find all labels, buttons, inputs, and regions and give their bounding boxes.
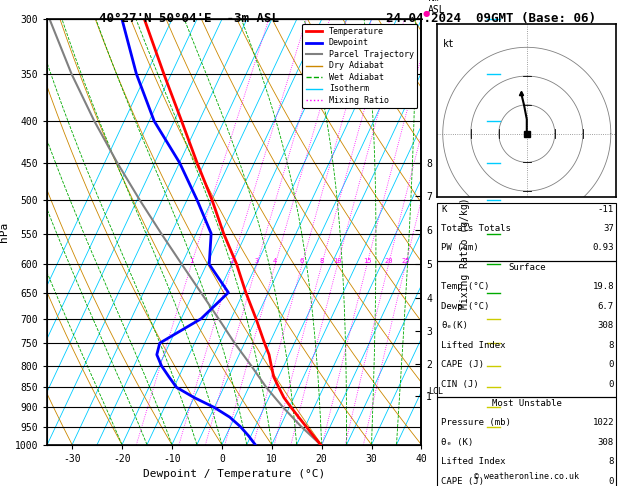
Text: Surface: Surface: [508, 263, 545, 272]
Text: 10: 10: [333, 258, 342, 264]
Text: 19.8: 19.8: [593, 282, 614, 292]
Text: CAPE (J): CAPE (J): [441, 360, 484, 369]
Text: 20: 20: [384, 258, 393, 264]
Text: Pressure (mb): Pressure (mb): [441, 418, 511, 428]
Text: 0.93: 0.93: [593, 243, 614, 253]
Text: -11: -11: [598, 205, 614, 214]
Text: km
ASL: km ASL: [428, 0, 445, 15]
Text: 8: 8: [608, 341, 614, 350]
Text: Mixing Ratio (g/kg): Mixing Ratio (g/kg): [460, 197, 470, 309]
Text: 308: 308: [598, 438, 614, 447]
Text: kt: kt: [443, 39, 455, 49]
Text: Most Unstable: Most Unstable: [492, 399, 562, 408]
Text: 1022: 1022: [593, 418, 614, 428]
Text: 8: 8: [608, 457, 614, 467]
Text: Lifted Index: Lifted Index: [441, 457, 506, 467]
Text: © weatheronline.co.uk: © weatheronline.co.uk: [474, 472, 579, 481]
Text: 40°27'N 50°04'E  -3m ASL: 40°27'N 50°04'E -3m ASL: [99, 12, 279, 25]
Text: 6.7: 6.7: [598, 302, 614, 311]
Text: 15: 15: [363, 258, 371, 264]
Text: CIN (J): CIN (J): [441, 380, 479, 389]
Text: ●: ●: [423, 9, 430, 18]
Text: 2: 2: [230, 258, 234, 264]
Text: 1: 1: [189, 258, 194, 264]
Text: θₑ (K): θₑ (K): [441, 438, 473, 447]
Text: CAPE (J): CAPE (J): [441, 477, 484, 486]
Text: θₑ(K): θₑ(K): [441, 321, 468, 330]
Text: Dewp (°C): Dewp (°C): [441, 302, 489, 311]
Text: Temp (°C): Temp (°C): [441, 282, 489, 292]
Text: 0: 0: [608, 360, 614, 369]
Text: 308: 308: [598, 321, 614, 330]
Legend: Temperature, Dewpoint, Parcel Trajectory, Dry Adiabat, Wet Adiabat, Isotherm, Mi: Temperature, Dewpoint, Parcel Trajectory…: [303, 24, 417, 108]
Text: Totals Totals: Totals Totals: [441, 224, 511, 233]
Text: PW (cm): PW (cm): [441, 243, 479, 253]
Text: Lifted Index: Lifted Index: [441, 341, 506, 350]
Text: 6: 6: [300, 258, 304, 264]
Text: 24.04.2024  09GMT (Base: 06): 24.04.2024 09GMT (Base: 06): [386, 12, 596, 25]
Text: 25: 25: [401, 258, 410, 264]
Y-axis label: hPa: hPa: [0, 222, 9, 242]
Text: 8: 8: [320, 258, 324, 264]
Text: 3: 3: [255, 258, 259, 264]
Text: K: K: [441, 205, 447, 214]
Text: 0: 0: [608, 477, 614, 486]
Text: 0: 0: [608, 380, 614, 389]
Text: 4: 4: [273, 258, 277, 264]
Text: LCL: LCL: [428, 387, 443, 396]
X-axis label: Dewpoint / Temperature (°C): Dewpoint / Temperature (°C): [143, 469, 325, 479]
Text: 37: 37: [603, 224, 614, 233]
